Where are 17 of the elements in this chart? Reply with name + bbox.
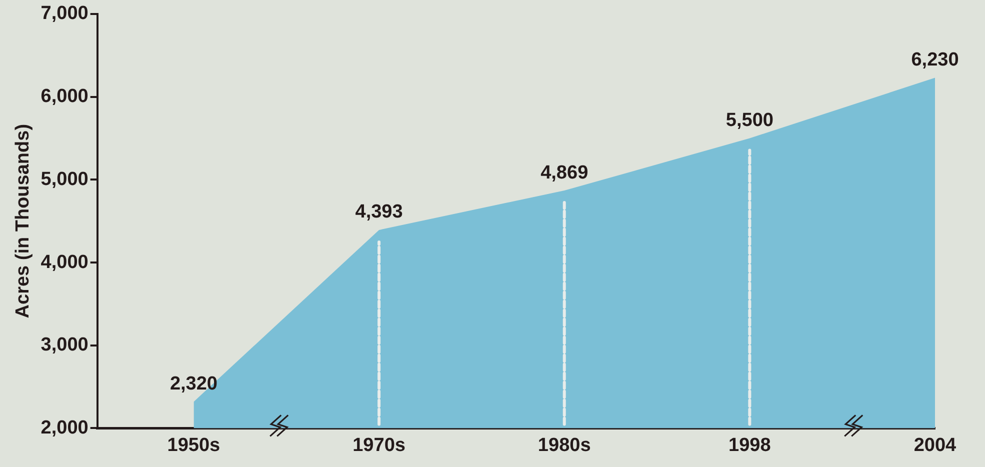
x-tick-label: 2004 [914,434,957,456]
y-tick-label: 3,000 [40,334,88,356]
data-label: 5,500 [726,110,774,131]
y-tick-label: 5,000 [40,168,88,190]
data-label: 2,320 [170,373,218,394]
y-tick-label: 6,000 [40,86,88,108]
x-tick-label: 1980s [538,434,591,456]
y-tick-label: 4,000 [40,252,88,273]
y-tick-label: 2,000 [40,417,88,438]
x-tick-label: 1998 [728,434,771,456]
data-label: 4,393 [355,202,403,223]
data-label: 6,230 [911,50,959,71]
y-tick-label: 7,000 [40,3,88,24]
y-axis-title: Acres (in Thousands) [12,124,34,318]
x-tick-label: 1950s [167,434,220,456]
data-label: 4,869 [540,162,588,184]
x-tick-label: 1970s [352,434,406,456]
